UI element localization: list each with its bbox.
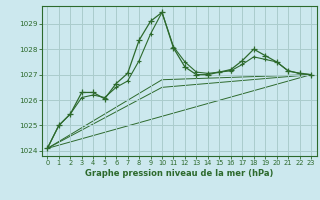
X-axis label: Graphe pression niveau de la mer (hPa): Graphe pression niveau de la mer (hPa) bbox=[85, 169, 273, 178]
